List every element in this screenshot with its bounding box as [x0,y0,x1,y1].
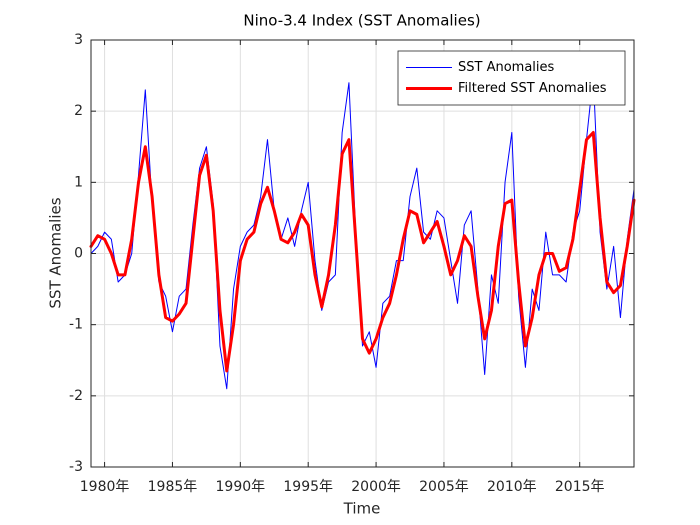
ticks: -3 -2 -1 0 1 2 3 1980年 1985年 1990年 1995年 2000年 2005年… [69,32,634,495]
series-line [89,131,636,373]
chart-title: Nino-3.4 Index (SST Anomalies) [243,12,480,30]
y-tick-label: -2 [69,388,83,404]
y-tick-label: -1 [69,317,83,333]
x-tick-label: 1990年 [216,479,266,495]
x-tick-label: 1985年 [148,479,198,495]
x-tick-label: 2005年 [419,479,469,495]
x-tick-label: 2010年 [487,479,537,495]
x-tick-label: 1980年 [80,479,130,495]
y-axis-label: SST Anomalies [47,197,65,308]
legend-label: Filtered SST Anomalies [458,81,607,96]
y-tick-label: 3 [74,32,83,48]
legend-label: SST Anomalies [458,60,555,75]
y-tick-label: 2 [74,103,83,119]
x-tick-label: 2000年 [351,479,401,495]
y-tick-label: 0 [74,246,83,262]
lines [89,75,636,390]
x-tick-label: 1995年 [283,479,333,495]
legend: SST Anomalies Filtered SST Anomalies [397,50,626,106]
x-tick-label: 2015年 [555,479,605,495]
y-tick-label: -3 [69,459,83,475]
x-axis-label: Time [343,500,381,518]
legend-box [397,50,626,106]
y-tick-label: 1 [74,174,83,190]
